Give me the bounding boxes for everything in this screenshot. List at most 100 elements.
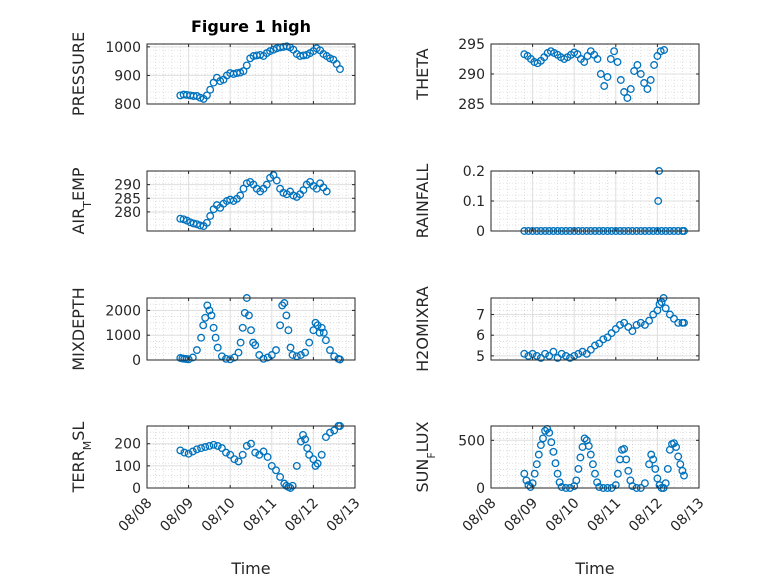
y-tick-label: 0.1 bbox=[463, 194, 485, 210]
data-point bbox=[649, 455, 658, 464]
data-point bbox=[196, 93, 205, 102]
data-point bbox=[545, 428, 554, 437]
data-point bbox=[670, 439, 678, 448]
data-point bbox=[561, 351, 570, 360]
data-point bbox=[301, 348, 310, 357]
data-point bbox=[313, 459, 322, 468]
data-point bbox=[534, 450, 543, 459]
data-point bbox=[624, 322, 633, 331]
plot-area bbox=[491, 426, 699, 488]
data-point bbox=[576, 453, 585, 462]
data-point bbox=[202, 91, 211, 100]
x-tick-label: 08/11 bbox=[240, 495, 280, 535]
data-point bbox=[236, 338, 245, 347]
x-tick-label: 08/08 bbox=[116, 495, 156, 535]
data-point bbox=[541, 349, 550, 358]
data-point bbox=[665, 310, 674, 319]
axes-box bbox=[146, 297, 356, 361]
data-point bbox=[299, 430, 307, 439]
data-point bbox=[661, 304, 670, 313]
data-point bbox=[272, 466, 280, 475]
data-point bbox=[651, 464, 660, 473]
data-point bbox=[599, 335, 608, 344]
major-grid bbox=[491, 426, 699, 488]
data-point bbox=[628, 327, 637, 336]
plot-area bbox=[147, 426, 355, 488]
data-point bbox=[574, 464, 583, 473]
data-point bbox=[259, 447, 268, 456]
data-point bbox=[530, 469, 539, 478]
axes-box bbox=[146, 43, 356, 105]
data-point bbox=[582, 349, 591, 358]
data-point bbox=[616, 320, 624, 329]
y-tick-label: 0 bbox=[476, 224, 485, 240]
y-tick-label: 290 bbox=[458, 67, 485, 83]
data-point bbox=[574, 349, 583, 358]
x-tick-label: 08/12 bbox=[282, 495, 322, 535]
data-point bbox=[620, 444, 629, 453]
data-markers bbox=[176, 171, 331, 231]
data-point bbox=[603, 73, 612, 81]
data-point bbox=[197, 333, 206, 342]
data-point bbox=[184, 449, 193, 458]
y-tick-label: 800 bbox=[114, 97, 141, 113]
data-point bbox=[663, 464, 672, 473]
data-point bbox=[680, 318, 688, 327]
data-point bbox=[541, 426, 550, 435]
data-point bbox=[628, 482, 637, 491]
data-point bbox=[566, 353, 574, 362]
data-point bbox=[321, 433, 330, 442]
data-point bbox=[557, 483, 566, 491]
y-tick-label: 500 bbox=[458, 433, 485, 449]
data-point bbox=[305, 338, 314, 347]
data-point bbox=[596, 70, 605, 78]
data-point bbox=[593, 478, 602, 487]
data-point bbox=[336, 65, 344, 74]
data-markers bbox=[176, 42, 344, 103]
y-tick-label: 200 bbox=[114, 437, 141, 453]
data-point bbox=[263, 353, 272, 362]
data-point bbox=[299, 51, 308, 60]
y-axis-label: PRESSURE bbox=[69, 32, 88, 116]
data-point bbox=[633, 61, 642, 69]
data-point bbox=[588, 460, 597, 469]
data-point bbox=[526, 483, 535, 491]
data-point bbox=[532, 460, 541, 469]
data-markers bbox=[520, 424, 688, 492]
data-point bbox=[284, 326, 293, 335]
data-point bbox=[547, 438, 556, 447]
data-point bbox=[319, 328, 328, 337]
data-point bbox=[262, 180, 271, 189]
x-tick-label: 08/13 bbox=[668, 495, 708, 535]
data-point bbox=[238, 450, 247, 459]
y-tick-label: 0 bbox=[132, 353, 141, 369]
data-point bbox=[591, 341, 599, 350]
data-point bbox=[247, 439, 255, 448]
data-point bbox=[192, 445, 201, 454]
data-point bbox=[282, 311, 291, 320]
data-point bbox=[315, 328, 324, 337]
y-axis-label: MIXDEPTH bbox=[69, 287, 88, 370]
data-point bbox=[620, 318, 629, 327]
data-point bbox=[555, 478, 564, 487]
data-point bbox=[640, 320, 649, 329]
data-point bbox=[670, 314, 678, 323]
y-tick-label: 285 bbox=[114, 191, 141, 207]
y-tick-label: 0 bbox=[476, 481, 485, 497]
data-point bbox=[205, 441, 214, 450]
panel-h2omixra: 5 6 7 H2OMIXRA bbox=[413, 286, 700, 372]
data-point bbox=[234, 457, 243, 466]
data-point bbox=[201, 443, 210, 451]
data-point bbox=[606, 55, 615, 63]
data-point bbox=[536, 353, 545, 362]
data-point bbox=[600, 82, 609, 90]
data-point bbox=[646, 76, 655, 84]
data-point bbox=[674, 452, 683, 461]
chart-title: Figure 1 high bbox=[191, 17, 311, 36]
data-point bbox=[611, 325, 620, 333]
data-point bbox=[661, 479, 670, 488]
data-point bbox=[192, 346, 201, 355]
data-point bbox=[645, 316, 654, 325]
data-point bbox=[624, 466, 633, 475]
data-point bbox=[557, 349, 566, 358]
